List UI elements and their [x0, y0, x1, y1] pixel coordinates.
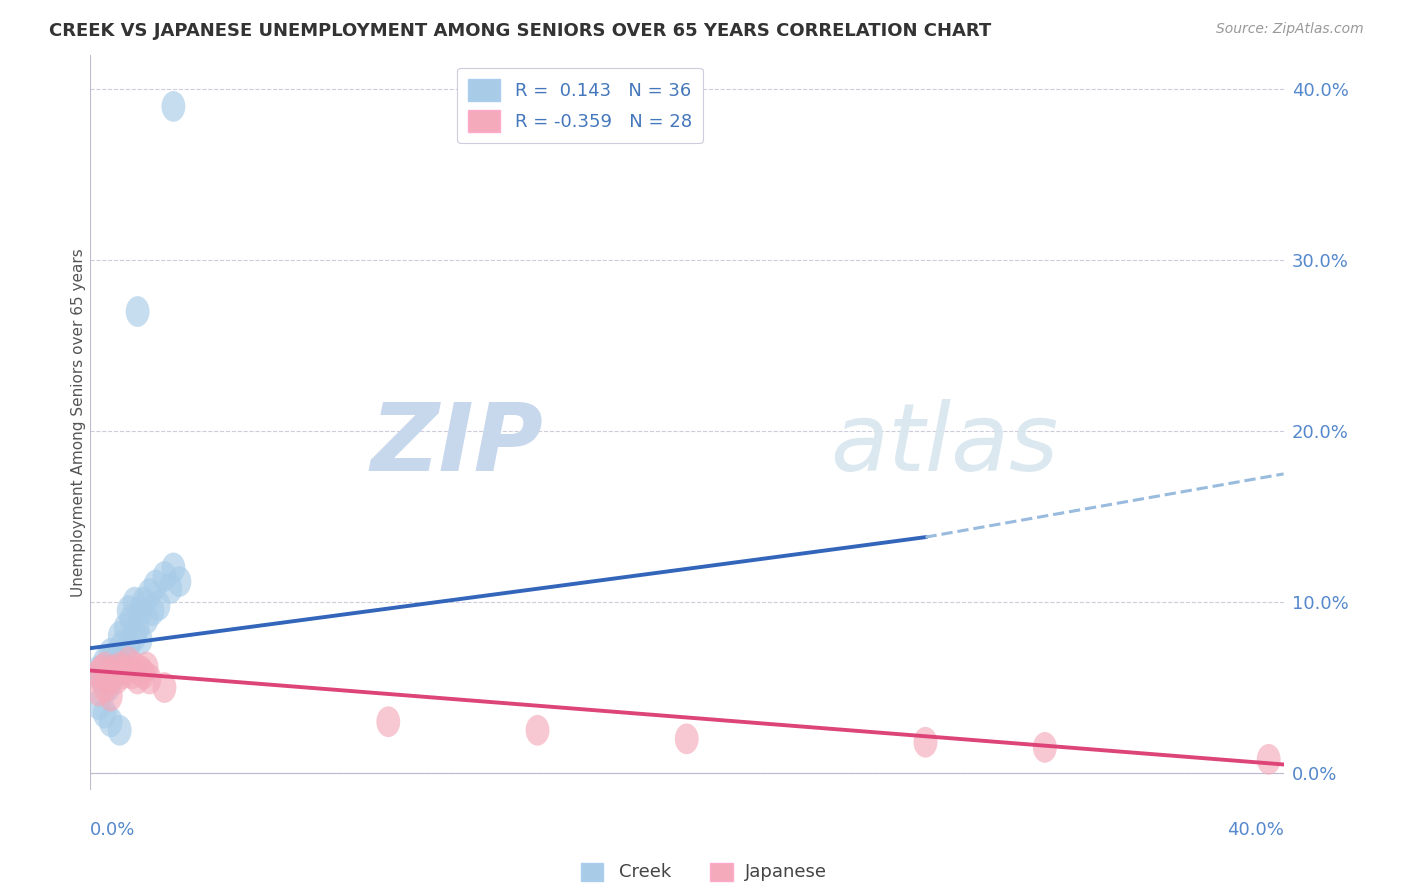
Ellipse shape	[128, 624, 152, 655]
Ellipse shape	[526, 714, 550, 746]
Ellipse shape	[162, 91, 186, 122]
Text: Creek: Creek	[619, 863, 671, 881]
Ellipse shape	[87, 658, 111, 690]
Ellipse shape	[93, 652, 117, 682]
Text: Japanese: Japanese	[745, 863, 827, 881]
Ellipse shape	[125, 296, 149, 326]
Ellipse shape	[143, 570, 167, 600]
Ellipse shape	[117, 630, 141, 660]
Ellipse shape	[152, 673, 176, 703]
Ellipse shape	[105, 664, 128, 694]
Ellipse shape	[101, 641, 125, 673]
Ellipse shape	[105, 655, 128, 686]
Ellipse shape	[675, 723, 699, 755]
Ellipse shape	[377, 706, 401, 737]
Ellipse shape	[141, 595, 165, 626]
Ellipse shape	[98, 681, 122, 712]
Ellipse shape	[135, 652, 159, 682]
Ellipse shape	[125, 612, 149, 643]
Ellipse shape	[152, 561, 176, 591]
Ellipse shape	[111, 658, 135, 690]
Ellipse shape	[87, 675, 111, 706]
Y-axis label: Unemployment Among Seniors over 65 years: Unemployment Among Seniors over 65 years	[72, 248, 86, 597]
Ellipse shape	[132, 587, 156, 617]
Ellipse shape	[98, 658, 122, 690]
Text: CREEK VS JAPANESE UNEMPLOYMENT AMONG SENIORS OVER 65 YEARS CORRELATION CHART: CREEK VS JAPANESE UNEMPLOYMENT AMONG SEN…	[49, 22, 991, 40]
Ellipse shape	[108, 647, 132, 677]
Legend: R =  0.143   N = 36, R = -0.359   N = 28: R = 0.143 N = 36, R = -0.359 N = 28	[457, 68, 703, 143]
Ellipse shape	[90, 655, 114, 686]
Ellipse shape	[914, 727, 938, 757]
Ellipse shape	[138, 578, 162, 609]
Ellipse shape	[93, 698, 117, 729]
Ellipse shape	[159, 573, 183, 604]
Ellipse shape	[128, 595, 152, 626]
Ellipse shape	[1257, 744, 1281, 775]
Ellipse shape	[101, 655, 125, 686]
Ellipse shape	[93, 673, 117, 703]
Ellipse shape	[167, 566, 191, 597]
Ellipse shape	[108, 621, 132, 652]
Text: ZIP: ZIP	[371, 399, 544, 491]
Ellipse shape	[98, 706, 122, 737]
Ellipse shape	[132, 658, 156, 690]
Ellipse shape	[122, 587, 146, 617]
Ellipse shape	[128, 655, 152, 686]
Ellipse shape	[87, 690, 111, 720]
Ellipse shape	[117, 647, 141, 677]
Ellipse shape	[120, 658, 143, 690]
Ellipse shape	[135, 604, 159, 634]
Ellipse shape	[108, 652, 132, 682]
Ellipse shape	[111, 630, 135, 660]
Ellipse shape	[87, 655, 111, 686]
Ellipse shape	[98, 638, 122, 669]
Ellipse shape	[98, 664, 122, 694]
Ellipse shape	[122, 652, 146, 682]
Text: Source: ZipAtlas.com: Source: ZipAtlas.com	[1216, 22, 1364, 37]
Ellipse shape	[162, 552, 186, 583]
Text: 0.0%: 0.0%	[90, 821, 135, 838]
Ellipse shape	[93, 647, 117, 677]
Ellipse shape	[146, 591, 170, 621]
Ellipse shape	[108, 714, 132, 746]
Ellipse shape	[122, 621, 146, 652]
Ellipse shape	[96, 664, 120, 694]
Ellipse shape	[120, 604, 143, 634]
Ellipse shape	[114, 655, 138, 686]
Ellipse shape	[90, 664, 114, 694]
Ellipse shape	[138, 664, 162, 694]
Ellipse shape	[114, 612, 138, 643]
Text: 40.0%: 40.0%	[1227, 821, 1284, 838]
Text: atlas: atlas	[830, 400, 1059, 491]
Ellipse shape	[117, 595, 141, 626]
Ellipse shape	[96, 673, 120, 703]
Ellipse shape	[1033, 732, 1057, 763]
Ellipse shape	[125, 664, 149, 694]
